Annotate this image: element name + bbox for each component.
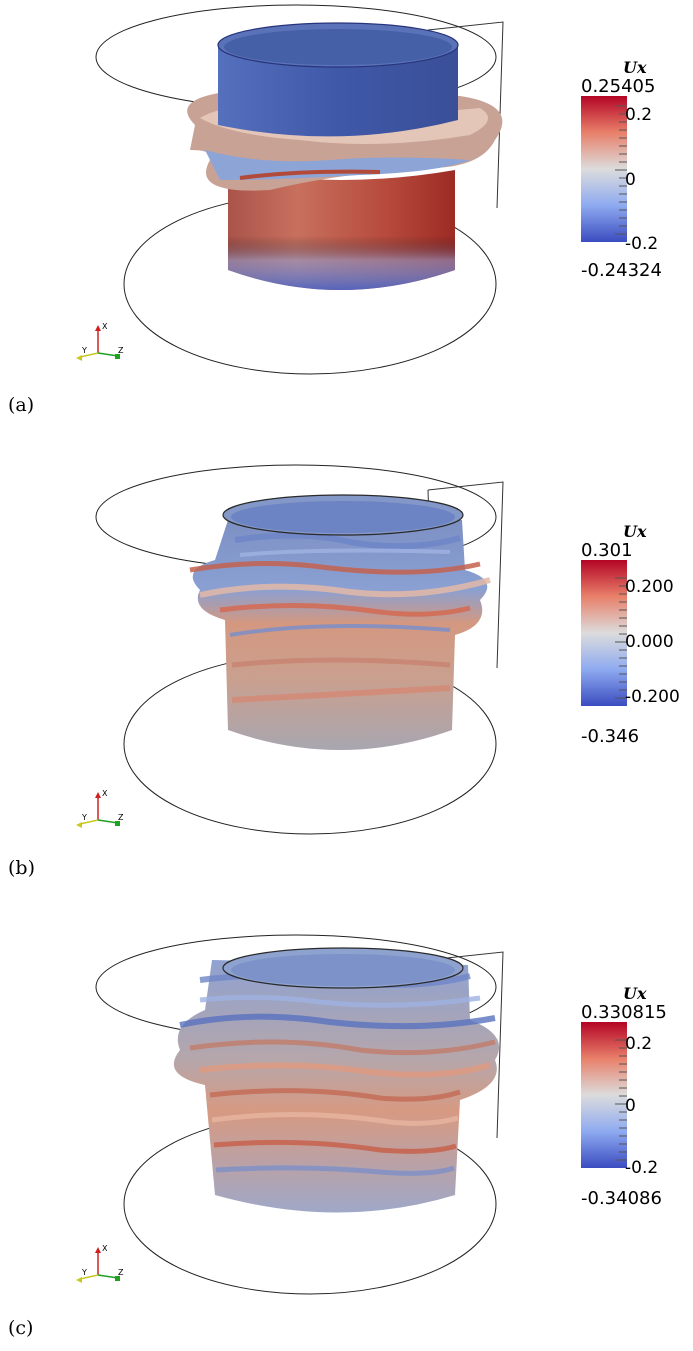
- colorbar-title: Ux: [623, 58, 647, 77]
- colorbar-tick-3: -0.200: [625, 687, 680, 707]
- panel-label-a: (a): [8, 394, 35, 416]
- panel-a: X Y Z Ux 0.25405 0.2 0 -0.2 -0.24324 (a): [0, 0, 693, 440]
- axis-z-label: Z: [118, 346, 124, 355]
- colorbar-title: Ux: [623, 522, 647, 541]
- render-view-c: X Y Z: [76, 934, 504, 1295]
- render-view-a: X Y Z: [76, 4, 504, 375]
- colorbar-b: Ux 0.301 0.200 0.000 -0.200 -0.346: [581, 522, 691, 752]
- colorbar-min: -0.346: [581, 726, 640, 747]
- colorbar-tick-3: -0.2: [625, 234, 659, 254]
- axis-z-label: Z: [118, 1268, 124, 1277]
- colorbar-gradient: [581, 96, 627, 242]
- colorbar-tick-1: 0.2: [625, 105, 653, 125]
- colorbar-c: Ux 0.330815 0.2 0 -0.2 -0.34086: [581, 984, 691, 1214]
- panel-label-b: (b): [8, 857, 35, 879]
- axis-y-label: Y: [81, 813, 87, 822]
- colorbar-min: -0.24324: [581, 260, 662, 281]
- colorbar-max: 0.301: [581, 540, 633, 561]
- colorbar-gradient: [581, 560, 627, 706]
- axes-triad-c: X Y Z: [76, 1244, 124, 1283]
- panel-b: X Y Z Ux 0.301 0.200 0.000 -0.200 -0.346…: [0, 460, 693, 900]
- axis-x-label: X: [102, 789, 108, 798]
- colorbar-title: Ux: [623, 984, 647, 1003]
- axis-y-label: Y: [81, 346, 87, 355]
- axis-x-label: X: [102, 322, 108, 331]
- colorbar-tick-2: 0: [625, 170, 636, 190]
- colorbar-max: 0.25405: [581, 76, 656, 97]
- axes-triad-a: X Y Z: [76, 322, 124, 361]
- panel-label-c: (c): [8, 1317, 34, 1339]
- axis-y-label: Y: [81, 1268, 87, 1277]
- render-view-b: X Y Z: [76, 464, 504, 835]
- colorbar-a: Ux 0.25405 0.2 0 -0.2 -0.24324: [581, 58, 691, 288]
- colorbar-max: 0.330815: [581, 1002, 667, 1023]
- colorbar-tick-1: 0.2: [625, 1034, 653, 1054]
- colorbar-tick-3: -0.2: [625, 1158, 659, 1178]
- colorbar-tick-2: 0: [625, 1096, 636, 1116]
- axis-z-label: Z: [118, 813, 124, 822]
- upper-cylinder-surface: [218, 45, 458, 137]
- colorbar-min: -0.34086: [581, 1188, 662, 1209]
- axis-x-label: X: [102, 1244, 108, 1253]
- panel-c: X Y Z Ux 0.330815 0.2 0 -0.2 -0.34086 (c…: [0, 910, 693, 1350]
- axes-triad-b: X Y Z: [76, 789, 124, 828]
- colorbar-tick-2: 0.000: [625, 632, 674, 652]
- colorbar-tick-1: 0.200: [625, 577, 674, 597]
- colorbar-gradient: [581, 1022, 627, 1168]
